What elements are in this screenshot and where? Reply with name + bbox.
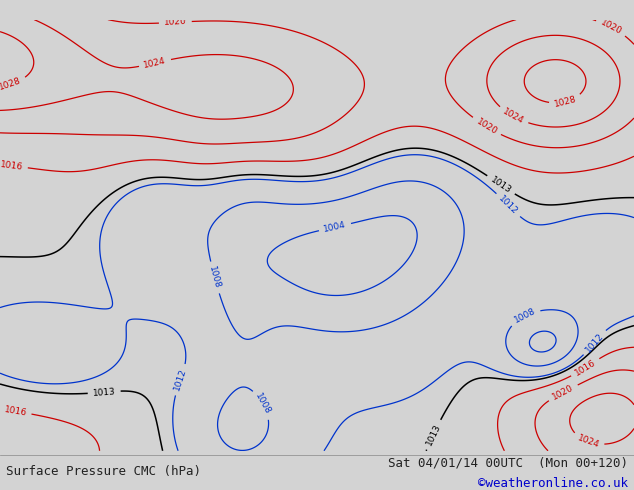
Text: 1004: 1004 [323,220,347,234]
Text: 1024: 1024 [576,434,600,450]
Text: 1016: 1016 [0,160,23,172]
Text: Surface Pressure CMC (hPa): Surface Pressure CMC (hPa) [6,465,202,478]
Text: 1013: 1013 [489,175,513,195]
Text: 1020: 1020 [551,383,575,402]
Text: 1012: 1012 [172,368,188,392]
Text: 1024: 1024 [143,56,167,70]
Text: ©weatheronline.co.uk: ©weatheronline.co.uk [477,477,628,490]
Text: 1020: 1020 [474,117,498,136]
Text: 1020: 1020 [599,18,623,36]
Text: 1013: 1013 [93,387,116,397]
Text: 1008: 1008 [254,392,273,416]
Text: 1016: 1016 [3,405,27,417]
Text: 1028: 1028 [0,76,23,93]
Text: 1012: 1012 [497,194,519,217]
Text: 1020: 1020 [164,17,187,27]
Text: 1008: 1008 [207,265,222,290]
Text: 1028: 1028 [553,95,578,109]
Text: 1008: 1008 [512,307,537,325]
Text: 1012: 1012 [584,331,605,354]
Text: 1016: 1016 [573,358,598,377]
Text: 1013: 1013 [424,422,443,447]
Text: 1024: 1024 [501,107,526,126]
Text: Sat 04/01/14 00UTC  (Mon 00+120): Sat 04/01/14 00UTC (Mon 00+120) [387,456,628,469]
